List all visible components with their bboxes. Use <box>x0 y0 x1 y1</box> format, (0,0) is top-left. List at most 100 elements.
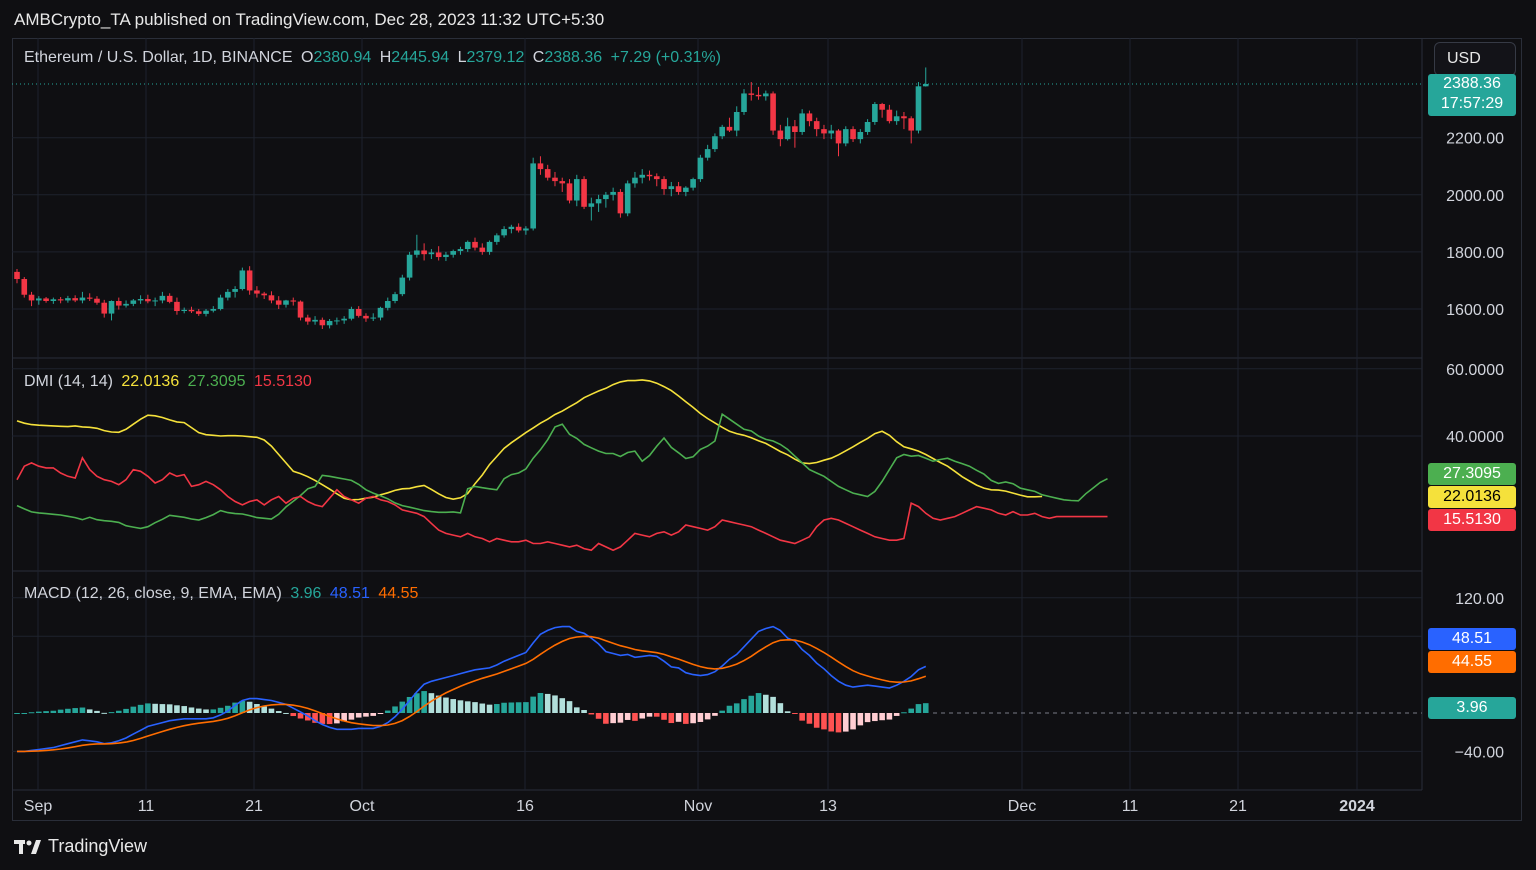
candle[interactable] <box>94 296 100 305</box>
candle[interactable] <box>748 82 755 101</box>
candle[interactable] <box>842 126 849 147</box>
candle[interactable] <box>828 124 835 140</box>
candle[interactable] <box>130 299 137 307</box>
candle[interactable] <box>159 291 166 304</box>
candle[interactable] <box>261 291 267 300</box>
candle[interactable] <box>406 251 413 281</box>
candle[interactable] <box>675 181 682 195</box>
candle[interactable] <box>530 157 536 231</box>
candle[interactable] <box>450 249 456 258</box>
candle[interactable] <box>14 269 20 284</box>
candle[interactable] <box>275 296 282 309</box>
candle[interactable] <box>195 309 202 316</box>
candle[interactable] <box>217 294 224 311</box>
candle[interactable] <box>501 226 507 238</box>
candle[interactable] <box>370 313 377 321</box>
candle[interactable] <box>246 266 253 295</box>
candle[interactable] <box>348 306 355 321</box>
candle[interactable] <box>334 317 340 325</box>
candle[interactable] <box>305 314 311 325</box>
candle[interactable] <box>886 104 893 124</box>
candle[interactable] <box>166 293 173 304</box>
candle[interactable] <box>210 306 217 313</box>
candle[interactable] <box>312 316 318 325</box>
currency-button[interactable]: USD <box>1434 42 1516 76</box>
candle[interactable] <box>319 317 326 329</box>
candle[interactable] <box>879 102 885 118</box>
candle[interactable] <box>915 82 922 134</box>
candle[interactable] <box>603 191 609 208</box>
candle[interactable] <box>203 309 209 317</box>
candle[interactable] <box>268 291 275 304</box>
candle[interactable] <box>239 267 246 291</box>
candle[interactable] <box>486 240 493 255</box>
candle[interactable] <box>581 176 587 210</box>
candle[interactable] <box>573 174 580 207</box>
candle[interactable] <box>101 299 108 318</box>
candle[interactable] <box>690 177 696 191</box>
candle[interactable] <box>232 286 238 298</box>
candle[interactable] <box>777 124 784 147</box>
candle[interactable] <box>50 297 57 304</box>
candle[interactable] <box>872 102 878 125</box>
candle[interactable] <box>384 297 391 311</box>
candle[interactable] <box>472 237 478 251</box>
candle[interactable] <box>297 300 304 321</box>
candle[interactable] <box>763 90 769 101</box>
candle[interactable] <box>893 110 900 125</box>
candle[interactable] <box>341 316 347 324</box>
candle[interactable] <box>57 297 64 304</box>
candle[interactable] <box>922 67 929 87</box>
candle[interactable] <box>174 297 180 315</box>
candle[interactable] <box>908 116 915 144</box>
candle[interactable] <box>188 306 195 313</box>
candle[interactable] <box>508 224 515 234</box>
candle[interactable] <box>653 173 660 187</box>
candle[interactable] <box>719 124 725 140</box>
candle[interactable] <box>668 181 675 197</box>
candle[interactable] <box>421 243 427 261</box>
candle[interactable] <box>515 223 522 233</box>
candle[interactable] <box>632 171 638 188</box>
candle[interactable] <box>726 117 733 132</box>
candle[interactable] <box>683 186 689 197</box>
candle[interactable] <box>428 249 435 260</box>
candle[interactable] <box>254 286 260 298</box>
candle[interactable] <box>646 170 653 181</box>
candle[interactable] <box>624 180 631 217</box>
candle[interactable] <box>108 300 115 321</box>
candle[interactable] <box>784 117 791 141</box>
footer-logo[interactable]: TradingView <box>14 836 147 857</box>
candle[interactable] <box>72 295 78 303</box>
candle[interactable] <box>79 291 86 304</box>
candle[interactable] <box>806 110 813 127</box>
candle[interactable] <box>443 251 449 262</box>
candle[interactable] <box>457 246 464 255</box>
candle[interactable] <box>494 233 500 245</box>
candle[interactable] <box>152 297 158 307</box>
candle[interactable] <box>283 299 289 308</box>
candle[interactable] <box>363 313 369 322</box>
candle[interactable] <box>225 289 231 301</box>
candle[interactable] <box>792 119 798 148</box>
candle[interactable] <box>566 179 573 204</box>
candle[interactable] <box>523 226 529 235</box>
candle[interactable] <box>145 294 151 304</box>
candle[interactable] <box>661 176 667 195</box>
candle[interactable] <box>813 117 820 137</box>
candle[interactable] <box>617 189 624 218</box>
candle[interactable] <box>901 112 907 130</box>
candle[interactable] <box>559 177 566 192</box>
candle[interactable] <box>835 129 842 157</box>
candle[interactable] <box>123 300 129 308</box>
candle[interactable] <box>639 169 646 184</box>
candle[interactable] <box>355 306 362 318</box>
candle[interactable] <box>414 234 420 258</box>
candle[interactable] <box>181 307 188 314</box>
candle[interactable] <box>857 129 864 144</box>
candle[interactable] <box>755 86 762 100</box>
candle[interactable] <box>65 295 71 303</box>
candle[interactable] <box>697 154 704 182</box>
candle[interactable] <box>115 297 122 310</box>
